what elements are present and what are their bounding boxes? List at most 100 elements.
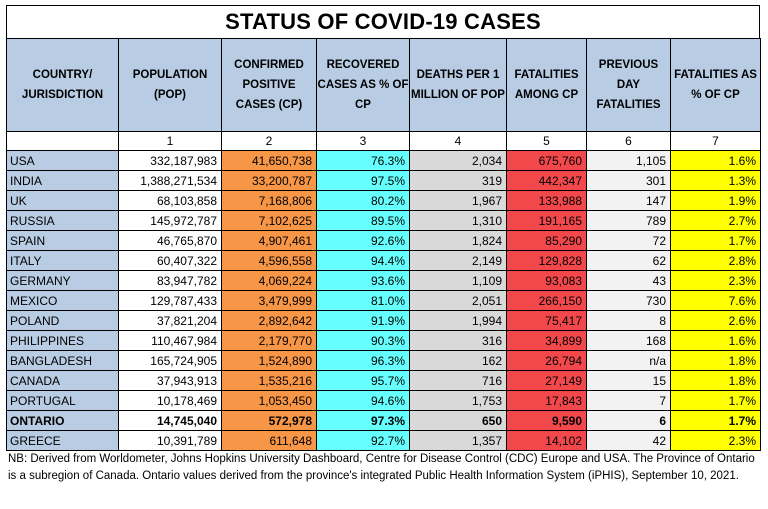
fatalities-cell: 85,290 xyxy=(506,230,587,251)
deaths-per-million-cell: 716 xyxy=(409,370,507,391)
recovered-pct-cell: 81.0% xyxy=(316,290,410,311)
deaths-per-million-cell: 650 xyxy=(409,410,507,431)
previous-day-fatalities-cell: 168 xyxy=(586,330,671,351)
table-row: RUSSIA 145,972,787 7,102,625 89.5% 1,310 191,… xyxy=(6,210,761,231)
previous-day-fatalities-cell: n/a xyxy=(586,350,671,371)
column-number: 5 xyxy=(506,131,587,151)
table-row: SPAIN 46,765,870 4,907,461 92.6% 1,824 85,290… xyxy=(6,230,761,251)
deaths-per-million-cell: 1,994 xyxy=(409,310,507,331)
fatalities-pct-cell: 2.3% xyxy=(670,270,761,291)
recovered-pct-cell: 90.3% xyxy=(316,330,410,351)
recovered-pct-cell: 94.4% xyxy=(316,250,410,271)
header-previous-day-fatalities: PREVIOUS DAY FATALITIES xyxy=(586,38,671,132)
previous-day-fatalities-cell: 62 xyxy=(586,250,671,271)
population-cell: 145,972,787 xyxy=(118,210,222,231)
previous-day-fatalities-cell: 8 xyxy=(586,310,671,331)
table-row: UK 68,103,858 7,168,806 80.2% 1,967 133,988 14… xyxy=(6,190,761,211)
population-cell: 68,103,858 xyxy=(118,190,222,211)
fatalities-pct-cell: 1.6% xyxy=(670,330,761,351)
population-cell: 332,187,983 xyxy=(118,150,222,171)
previous-day-fatalities-cell: 42 xyxy=(586,430,671,451)
previous-day-fatalities-cell: 301 xyxy=(586,170,671,191)
fatalities-cell: 93,083 xyxy=(506,270,587,291)
population-cell: 1,388,271,534 xyxy=(118,170,222,191)
country-cell: PORTUGAL xyxy=(6,390,119,411)
deaths-per-million-cell: 1,753 xyxy=(409,390,507,411)
fatalities-pct-cell: 7.6% xyxy=(670,290,761,311)
confirmed-cases-cell: 4,907,461 xyxy=(221,230,317,251)
header-country: COUNTRY/ JURISDICTION xyxy=(6,38,119,132)
fatalities-pct-cell: 2.6% xyxy=(670,310,761,331)
country-cell: GERMANY xyxy=(6,270,119,291)
previous-day-fatalities-cell: 147 xyxy=(586,190,671,211)
confirmed-cases-cell: 1,053,450 xyxy=(221,390,317,411)
confirmed-cases-cell: 611,648 xyxy=(221,430,317,451)
header-fatalities-pct: FATALITIES AS % OF CP xyxy=(670,38,761,132)
recovered-pct-cell: 91.9% xyxy=(316,310,410,331)
table-row: BANGLADESH 165,724,905 1,524,890 96.3% 162 26… xyxy=(6,350,761,371)
deaths-per-million-cell: 2,034 xyxy=(409,150,507,171)
confirmed-cases-cell: 33,200,787 xyxy=(221,170,317,191)
table-row: MEXICO 129,787,433 3,479,999 81.0% 2,051 266,… xyxy=(6,290,761,311)
previous-day-fatalities-cell: 7 xyxy=(586,390,671,411)
column-number: 7 xyxy=(670,131,761,151)
population-cell: 83,947,782 xyxy=(118,270,222,291)
population-cell: 10,178,469 xyxy=(118,390,222,411)
country-cell: GREECE xyxy=(6,430,119,451)
confirmed-cases-cell: 4,596,558 xyxy=(221,250,317,271)
previous-day-fatalities-cell: 1,105 xyxy=(586,150,671,171)
column-number-row: 1 2 3 4 5 6 7 xyxy=(6,131,761,151)
population-cell: 60,407,322 xyxy=(118,250,222,271)
recovered-pct-cell: 95.7% xyxy=(316,370,410,391)
fatalities-pct-cell: 1.9% xyxy=(670,190,761,211)
country-cell: PHILIPPINES xyxy=(6,330,119,351)
recovered-pct-cell: 89.5% xyxy=(316,210,410,231)
population-cell: 37,821,204 xyxy=(118,310,222,331)
confirmed-cases-cell: 4,069,224 xyxy=(221,270,317,291)
column-number: 2 xyxy=(221,131,317,151)
population-cell: 110,467,984 xyxy=(118,330,222,351)
population-cell: 46,765,870 xyxy=(118,230,222,251)
confirmed-cases-cell: 1,524,890 xyxy=(221,350,317,371)
deaths-per-million-cell: 1,357 xyxy=(409,430,507,451)
population-cell: 165,724,905 xyxy=(118,350,222,371)
header-deaths-per-million: DEATHS PER 1 MILLION OF POP xyxy=(409,38,507,132)
footnote: NB: Derived from Worldometer, Johns Hopk… xyxy=(8,453,755,482)
table-row: PORTUGAL 10,178,469 1,053,450 94.6% 1,753 17,… xyxy=(6,390,761,411)
fatalities-pct-cell: 1.7% xyxy=(670,410,761,431)
population-cell: 10,391,789 xyxy=(118,430,222,451)
previous-day-fatalities-cell: 789 xyxy=(586,210,671,231)
deaths-per-million-cell: 319 xyxy=(409,170,507,191)
recovered-pct-cell: 76.3% xyxy=(316,150,410,171)
fatalities-cell: 75,417 xyxy=(506,310,587,331)
table-row: CANADA 37,943,913 1,535,216 95.7% 716 27,149 1… xyxy=(6,370,761,391)
fatalities-cell: 191,165 xyxy=(506,210,587,231)
fatalities-cell: 442,347 xyxy=(506,170,587,191)
fatalities-cell: 17,843 xyxy=(506,390,587,411)
confirmed-cases-cell: 2,179,770 xyxy=(221,330,317,351)
confirmed-cases-cell: 2,892,642 xyxy=(221,310,317,331)
fatalities-cell: 675,760 xyxy=(506,150,587,171)
column-number xyxy=(6,131,119,151)
column-number: 4 xyxy=(409,131,507,151)
recovered-pct-cell: 93.6% xyxy=(316,270,410,291)
deaths-per-million-cell: 316 xyxy=(409,330,507,351)
recovered-pct-cell: 96.3% xyxy=(316,350,410,371)
confirmed-cases-cell: 7,168,806 xyxy=(221,190,317,211)
recovered-pct-cell: 97.3% xyxy=(316,410,410,431)
country-cell: USA xyxy=(6,150,119,171)
deaths-per-million-cell: 1,310 xyxy=(409,210,507,231)
fatalities-cell: 14,102 xyxy=(506,430,587,451)
fatalities-cell: 266,150 xyxy=(506,290,587,311)
fatalities-cell: 129,828 xyxy=(506,250,587,271)
fatalities-pct-cell: 2.8% xyxy=(670,250,761,271)
fatalities-pct-cell: 2.3% xyxy=(670,430,761,451)
fatalities-cell: 27,149 xyxy=(506,370,587,391)
recovered-pct-cell: 97.5% xyxy=(316,170,410,191)
deaths-per-million-cell: 2,051 xyxy=(409,290,507,311)
table-row: ONTARIO 14,745,040 572,978 97.3% 650 9,590 6 1.… xyxy=(6,410,761,431)
previous-day-fatalities-cell: 15 xyxy=(586,370,671,391)
country-cell: ITALY xyxy=(6,250,119,271)
column-number: 6 xyxy=(586,131,671,151)
